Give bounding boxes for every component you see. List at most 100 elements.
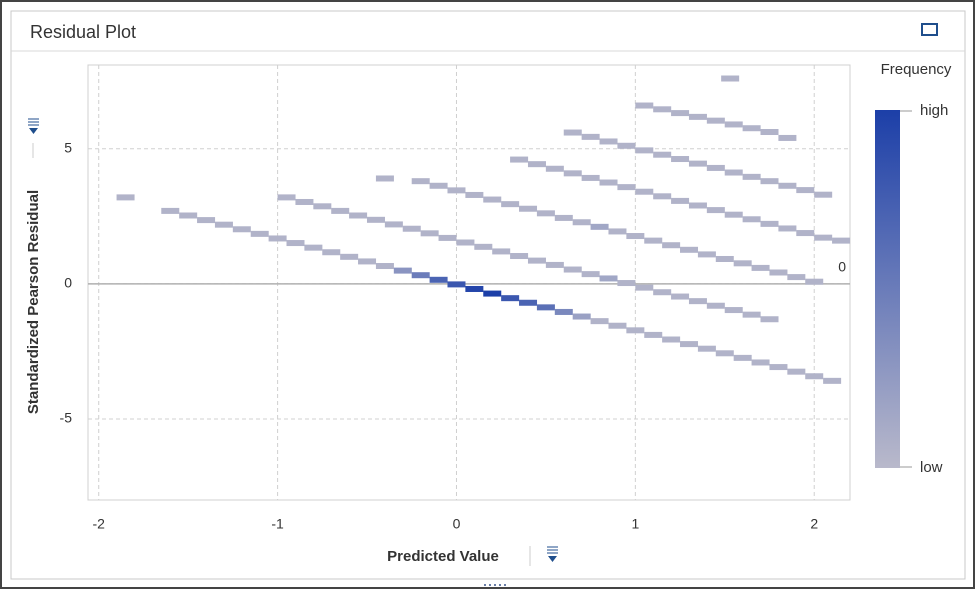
bin [680,341,699,348]
bin [340,253,359,260]
bin [295,198,314,205]
bin [688,298,707,305]
bin [721,75,740,82]
bin [331,207,350,214]
bin [653,289,672,296]
bin [447,281,466,288]
bin [590,223,609,230]
bin [313,203,332,210]
bin [116,194,135,201]
bin [456,239,475,246]
bin [617,142,636,149]
bin [724,121,743,128]
bin [760,129,779,136]
legend-low: low [920,459,943,476]
bin [778,134,797,141]
bin [706,117,725,124]
bin [653,151,672,158]
bin [635,147,654,154]
bin [760,220,779,227]
bin [760,316,779,323]
x-tick-label: 0 [453,516,461,532]
bin [697,345,716,352]
bin [706,207,725,214]
bin [635,102,654,109]
bin [429,276,448,283]
bin [429,182,448,189]
bin [796,187,815,194]
bin [349,212,368,219]
bin [832,237,851,244]
bin [519,205,538,212]
bin [474,243,493,250]
bin [402,225,421,232]
bin [545,165,564,172]
bin [742,173,761,180]
bin [581,174,600,181]
bin [411,178,430,185]
bin [536,210,555,217]
bin [733,260,752,267]
bin [688,113,707,120]
maximize-button[interactable] [921,23,938,36]
legend-high: high [920,102,948,119]
bin [554,214,573,221]
bin [671,156,690,163]
bin [662,242,681,249]
bin [268,235,287,242]
bin [787,368,806,375]
bin [519,299,538,306]
bin [581,133,600,140]
bin [447,187,466,194]
bin [787,274,806,281]
bin [706,302,725,309]
y-axis-label: Standardized Pearson Residual [25,190,42,414]
bin [527,161,546,168]
bin [536,304,555,311]
bin [635,284,654,291]
legend-title: Frequency [881,61,952,78]
bin [617,280,636,287]
bin [590,318,609,325]
y-menu-icon[interactable] [28,118,39,134]
bin [250,230,269,237]
bin [510,253,529,260]
bin [617,184,636,191]
bin [671,197,690,204]
x-tick-label: -1 [271,516,284,532]
resize-grip[interactable] [484,584,506,586]
bin [554,308,573,315]
bin [814,234,833,241]
legend-gradient [875,110,900,468]
bin [778,182,797,189]
y-tick-label: 5 [64,139,72,155]
bin [751,264,770,271]
bin [688,160,707,167]
bin [483,290,502,297]
bin [733,354,752,361]
bin [563,170,582,177]
bin [277,194,296,201]
x-axis-label: Predicted Value [387,548,499,565]
bin [572,219,591,226]
bin [742,311,761,318]
x-tick-label: -2 [93,516,106,532]
plot-area [87,64,851,501]
bin [715,350,734,357]
bin [214,221,233,228]
bin [384,221,403,228]
x-tick-label: 2 [810,516,818,532]
bin [232,226,251,233]
bin [501,295,520,302]
bin [465,191,484,198]
bin [697,251,716,258]
bin [805,278,824,285]
bin [626,327,645,334]
bin [375,263,394,270]
bin [653,193,672,200]
bin [322,249,341,256]
x-menu-icon[interactable] [547,546,558,562]
bin [393,267,412,274]
bin [805,373,824,380]
